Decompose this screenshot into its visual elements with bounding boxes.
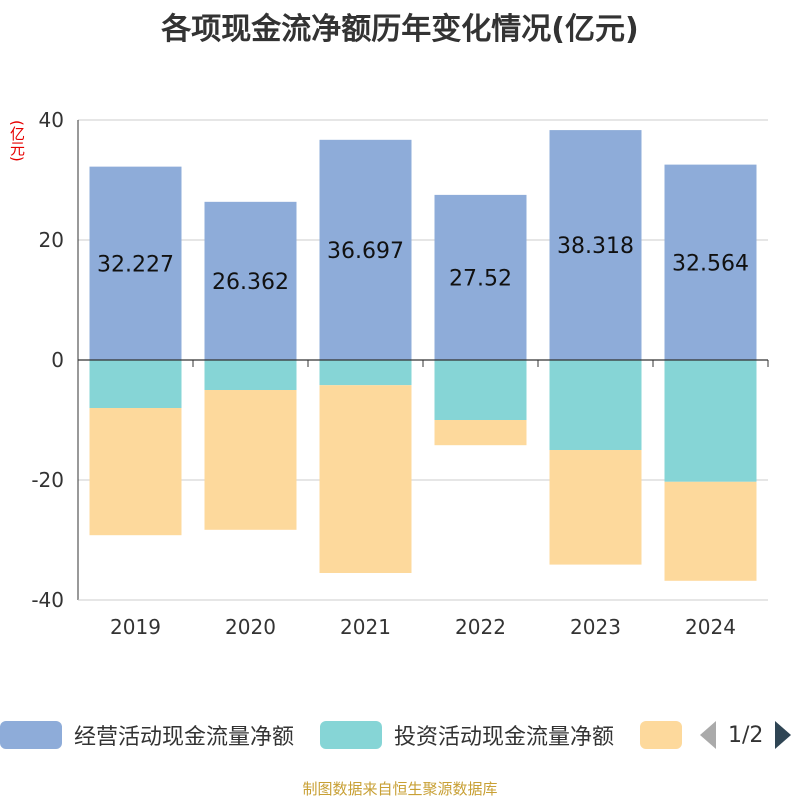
data-label-2024: 32.564 [672,251,749,276]
bar-2019-series-1 [89,360,182,408]
y-tick-label: 20 [39,228,64,252]
bar-2023-series-0 [549,130,642,360]
x-tick-label-2019: 2019 [110,615,161,639]
y-tick-label: 0 [51,348,64,372]
bar-2019-series-0 [89,166,182,360]
legend-swatch-third-series [640,721,682,749]
x-tick-label-2022: 2022 [455,615,506,639]
bar-2023-series-2 [549,450,642,565]
data-label-2019: 32.227 [97,252,174,277]
bar-2024-series-1 [664,360,757,482]
y-tick-label: 40 [39,108,64,132]
data-label-2022: 27.52 [449,266,512,291]
legend-label-operating: 经营活动现金流量净额 [74,725,295,750]
legend-pager: 1/2 [700,716,792,754]
triangle-right-icon[interactable] [775,721,792,749]
chart-title: 各项现金流净额历年变化情况(亿元) [161,12,639,47]
bar-2021-series-1 [319,360,412,386]
legend-swatch-operating [0,721,62,749]
legend: 经营活动现金流量净额 投资活动现金流量净额 [0,716,800,754]
bar-2021-series-0 [319,139,412,360]
bar-2020-series-0 [204,201,297,360]
legend-swatch-investing [320,721,382,749]
bar-2020-series-1 [204,360,297,390]
y-tick-label: -40 [31,588,64,612]
bar-2023-series-1 [549,360,642,450]
data-source-note: 制图数据来自恒生聚源数据库 [302,780,498,798]
x-tick-label-2020: 2020 [225,615,276,639]
x-tick-label-2023: 2023 [570,615,621,639]
y-axis-unit: (亿元) [8,120,26,162]
bar-2020-series-2 [204,390,297,530]
bar-2024-series-0 [664,164,757,360]
y-tick-label: -20 [31,468,64,492]
data-label-2020: 26.362 [212,270,289,295]
bar-2022-series-2 [434,420,527,446]
x-tick-label-2024: 2024 [685,615,736,639]
bar-2019-series-2 [89,408,182,536]
legend-label-investing: 投资活动现金流量净额 [394,725,615,750]
legend-page-indicator: 1/2 [728,722,764,748]
bar-2022-series-1 [434,360,527,420]
data-label-2021: 36.697 [327,239,404,264]
bar-2024-series-2 [664,481,757,581]
x-tick-label-2021: 2021 [340,615,391,639]
triangle-left-icon[interactable] [700,721,716,749]
data-label-2023: 38.318 [557,234,634,259]
legend-item-investing[interactable]: 投资活动现金流量净额 [320,716,614,754]
bar-2021-series-2 [319,385,412,573]
bar-2022-series-0 [434,194,527,360]
legend-item-operating[interactable]: 经营活动现金流量净额 [0,716,294,754]
legend-item-third-series[interactable] [640,716,682,754]
